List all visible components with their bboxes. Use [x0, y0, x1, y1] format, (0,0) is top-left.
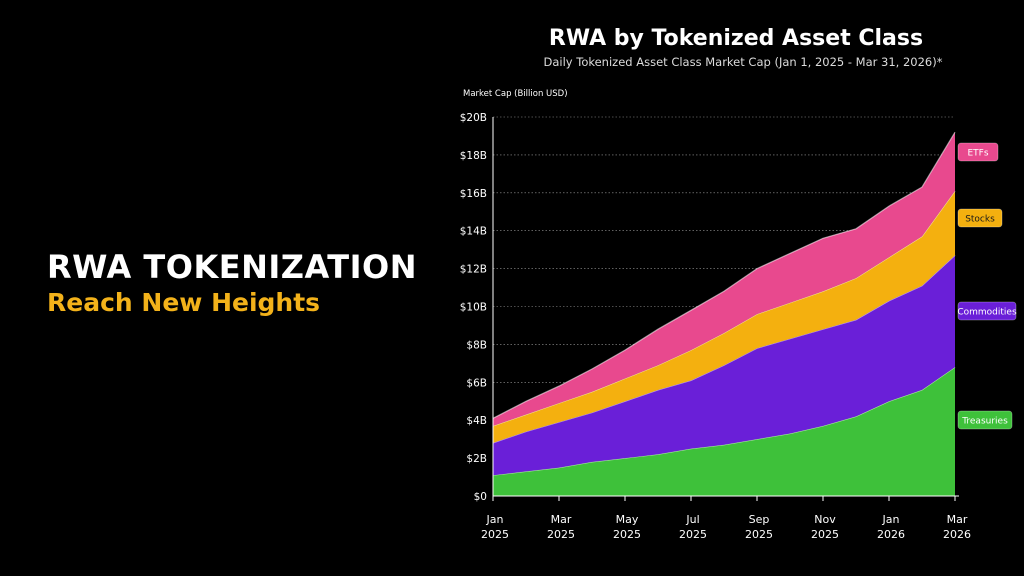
x-tick-year: 2026 [877, 528, 905, 541]
legend-label: Stocks [965, 215, 995, 225]
x-tick-month: Nov [814, 513, 836, 526]
headline-subtitle: Reach New Heights [47, 288, 321, 317]
legend-badge-commodities [957, 301, 1017, 321]
area-treasuries [493, 367, 955, 496]
chart-title: RWA by Tokenized Asset Class [549, 26, 923, 51]
y-tick-label: $0 [474, 491, 487, 503]
x-tick-month: Mar [947, 513, 968, 526]
legend-label: ETFs [967, 149, 988, 159]
y-tick-label: $16B [460, 188, 487, 200]
area-stocks [493, 190, 955, 443]
y-tick-label: $10B [460, 302, 487, 314]
legend-badge-etfs [957, 142, 999, 162]
legend-label: Treasuries [961, 417, 1008, 427]
y-tick-label: $4B [466, 415, 487, 427]
area-etfs [493, 132, 955, 426]
x-tick-year: 2025 [745, 528, 773, 541]
x-tick-month: Jan [486, 513, 504, 526]
x-tick-month: Jul [685, 513, 699, 526]
x-tick-year: 2025 [679, 528, 707, 541]
legend-badge-stocks [957, 208, 1003, 228]
y-tick-label: $20B [460, 112, 487, 124]
x-tick-month: May [616, 513, 639, 526]
headline-title: RWA TOKENIZATION [47, 248, 417, 286]
chart-subtitle: Daily Tokenized Asset Class Market Cap (… [544, 55, 943, 69]
area-edge-etfs [492, 131, 956, 419]
y-tick-label: $18B [460, 150, 487, 162]
legend: Treasuries Commodities Stocks ETFs [957, 142, 1017, 430]
legend-label: Commodities [957, 308, 1017, 318]
y-tick-label: $12B [460, 264, 487, 276]
x-tick-year: 2025 [811, 528, 839, 541]
x-tick-month: Sep [749, 513, 770, 526]
x-tick-month: Jan [882, 513, 900, 526]
y-tick-label: $8B [466, 339, 487, 351]
axes: $0 $2B $4B $6B $8B $10B $12B $14B $16B $18B $20B Ja… [460, 112, 971, 541]
y-tick-label: $14B [460, 226, 487, 238]
y-tick-label: $6B [466, 377, 487, 389]
x-tick-month: Mar [551, 513, 572, 526]
y-axis-label: Market Cap (Billion USD) [463, 89, 568, 99]
x-tick-year: 2026 [943, 528, 971, 541]
area-series-layer [492, 131, 956, 496]
headline: RWA TOKENIZATION Reach New Heights [47, 248, 417, 320]
y-tick-label: $2B [466, 453, 487, 465]
legend-badge-treasuries [957, 410, 1013, 430]
x-tick-year: 2025 [481, 528, 509, 541]
x-tick-year: 2025 [547, 528, 575, 541]
x-tick-year: 2025 [613, 528, 641, 541]
